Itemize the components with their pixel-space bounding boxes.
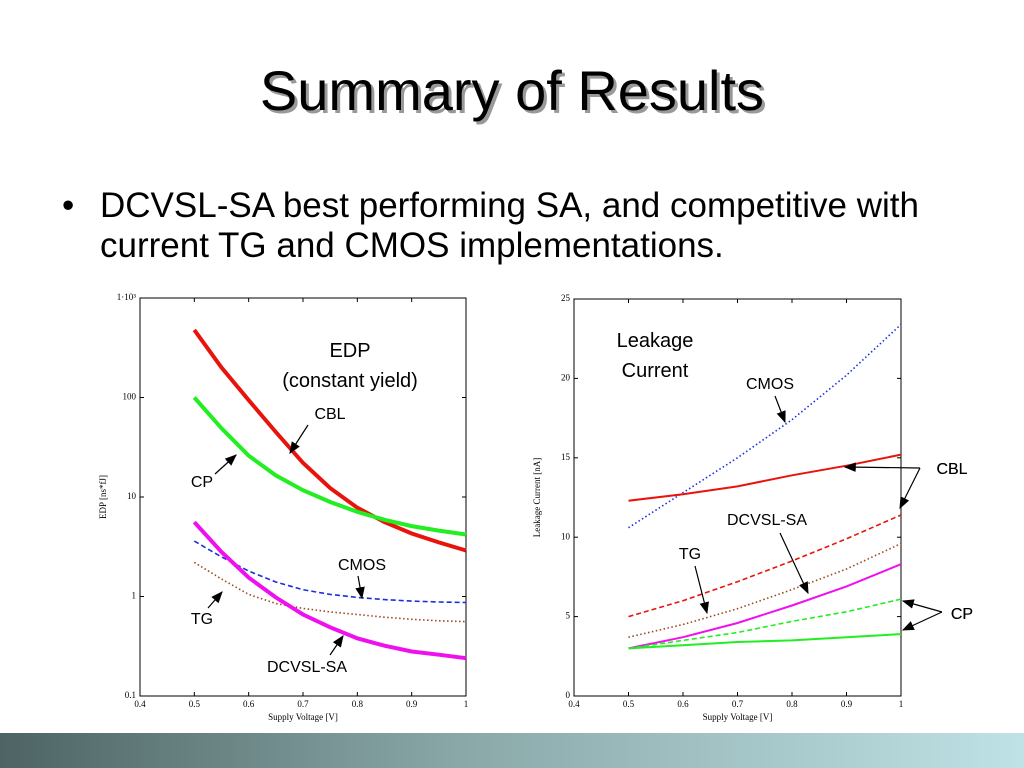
x-axis-label: Supply Voltage [V] — [703, 712, 773, 722]
x-tick-label: 0.4 — [568, 699, 580, 709]
x-tick-label: 0.8 — [352, 699, 364, 709]
y-tick-label: 0.1 — [125, 690, 136, 700]
x-tick-label: 1 — [899, 699, 904, 709]
series-label: CP — [191, 474, 213, 491]
y-axis-label: Leakage Current [nA] — [532, 458, 542, 537]
annotation-arrow — [779, 532, 809, 595]
bullet: • DCVSL-SA best performing SA, and compet… — [62, 186, 962, 266]
y-tick-label: 1 — [132, 591, 137, 601]
annotation-arrow — [899, 467, 921, 510]
series-line — [628, 598, 902, 650]
series-label: TG — [679, 546, 701, 563]
series-label: DCVSL-SA — [267, 659, 347, 676]
chart-title: EDP (constant yield) — [260, 336, 440, 396]
annotation-arrow — [329, 635, 344, 656]
x-tick-label: 0.6 — [243, 699, 255, 709]
bullet-dot: • — [62, 186, 75, 225]
y-tick-label: 20 — [561, 372, 571, 382]
x-tick-label: 0.7 — [297, 699, 309, 709]
annotation-arrow — [214, 454, 237, 475]
series-label: DCVSL-SA — [727, 512, 807, 529]
plot-frame — [573, 298, 902, 697]
annotation-arrow — [843, 462, 921, 472]
y-tick-label: 5 — [566, 611, 571, 621]
chart-subtitle: (constant yield) — [282, 370, 418, 392]
series-label: CBL — [936, 461, 967, 478]
y-tick-label: 15 — [561, 452, 571, 462]
bullet-text: DCVSL-SA best performing SA, and competi… — [100, 186, 919, 265]
x-tick-label: 0.6 — [677, 699, 689, 709]
annotation-arrow — [901, 611, 943, 631]
plot-frame — [139, 297, 467, 697]
series-label: CBL — [314, 406, 345, 423]
charts: 0.4 0.5 0.6 0.7 0.8 0.9 10.11101001·10³Supply … — [98, 292, 973, 722]
x-tick-label: 0.5 — [623, 699, 635, 709]
y-tick-label: 25 — [561, 293, 571, 303]
series-line — [192, 396, 467, 537]
series-line — [192, 520, 467, 661]
slide-title: Summary of Results — [259, 59, 765, 122]
x-tick-label: 0.5 — [189, 699, 201, 709]
y-tick-label: 10 — [127, 491, 137, 501]
annotation-arrow — [901, 599, 943, 613]
chart-title-box: Leakage Current — [600, 326, 710, 386]
chart-title-text: EDP — [329, 340, 371, 362]
series-line — [192, 328, 467, 553]
x-tick-label: 0.4 — [134, 699, 146, 709]
x-tick-label: 0.7 — [732, 699, 744, 709]
series-line — [193, 561, 467, 623]
series-label: CP — [951, 606, 973, 623]
series-label: CMOS — [338, 557, 386, 574]
series-line — [628, 563, 902, 650]
series-label: CMOS — [746, 376, 794, 393]
chart-title: Leakage Current — [600, 326, 710, 386]
series-label: CBL — [936, 461, 967, 478]
annotation-arrow — [774, 395, 786, 424]
x-tick-label: 0.9 — [406, 699, 418, 709]
annotation-arrow — [355, 575, 365, 600]
y-tick-label: 0 — [566, 690, 571, 700]
x-tick-label: 0.8 — [786, 699, 798, 709]
series-line — [628, 514, 902, 618]
footer-bar — [0, 733, 1024, 768]
y-tick-label: 1·10³ — [117, 292, 136, 302]
annotation-arrow — [289, 424, 309, 455]
y-tick-label: 100 — [123, 392, 137, 402]
y-axis-label: EDP [ns*fJ] — [98, 475, 108, 519]
series-line — [628, 633, 902, 650]
y-tick-label: 10 — [561, 531, 571, 541]
x-axis-label: Supply Voltage [V] — [268, 712, 338, 722]
annotation-arrow — [694, 565, 709, 615]
x-tick-label: 1 — [464, 699, 469, 709]
series-label: CP — [951, 606, 973, 623]
series-label: TG — [191, 611, 213, 628]
annotation-arrow — [207, 591, 223, 609]
chart-title-text: Leakage Current — [616, 330, 694, 382]
x-tick-label: 0.9 — [841, 699, 853, 709]
chart-title-box: EDP (constant yield) — [260, 336, 440, 396]
